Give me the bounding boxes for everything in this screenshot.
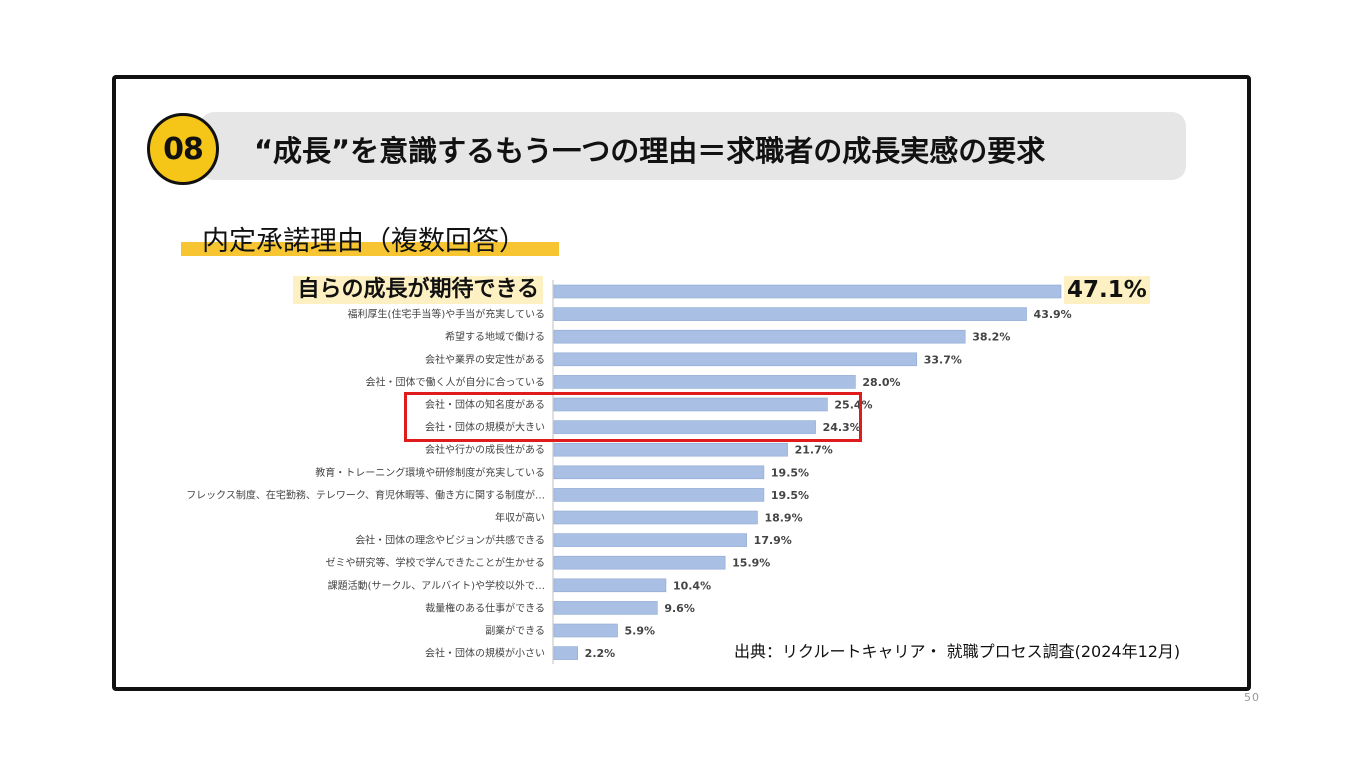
value-label: 5.9% bbox=[625, 625, 656, 638]
category-label: 会社・団体の規模が小さい bbox=[425, 647, 545, 660]
bar bbox=[553, 488, 765, 502]
category-label: 福利厚生(住宅手当等)や手当が充実している bbox=[347, 308, 545, 321]
value-label: 21.7% bbox=[795, 444, 833, 457]
category-label: 年収が高い bbox=[495, 511, 545, 524]
bar bbox=[553, 555, 726, 570]
category-label: 課題活動(サークル、アルバイト)や学校以外で… bbox=[328, 579, 545, 592]
value-label: 28.0% bbox=[862, 376, 900, 389]
category-label: 希望する地域で働ける bbox=[445, 330, 545, 343]
bar bbox=[553, 623, 618, 638]
category-label: 教育・トレーニング環境や研修制度が充実している bbox=[315, 466, 545, 479]
value-label: 43.9% bbox=[1034, 308, 1072, 321]
category-label: 副業ができる bbox=[485, 624, 545, 637]
bar bbox=[553, 442, 788, 457]
category-label: 裁量権のある仕事ができる bbox=[425, 601, 545, 614]
highlight-box bbox=[404, 392, 862, 442]
category-label: 会社・団体の理念やビジョンが共感できる bbox=[355, 534, 545, 547]
value-label: 19.5% bbox=[771, 489, 809, 502]
bar bbox=[553, 578, 667, 593]
value-label: 25.4% bbox=[834, 399, 872, 412]
category-label: 会社・団体で働く人が自分に合っている bbox=[366, 375, 546, 388]
value-label: 38.2% bbox=[972, 331, 1010, 344]
value-label: 2.2% bbox=[585, 647, 616, 660]
value-label: 19.5% bbox=[771, 466, 809, 479]
value-label: 18.9% bbox=[764, 512, 802, 525]
title-bar bbox=[200, 112, 1186, 180]
bar bbox=[553, 284, 1062, 299]
category-label: フレックス制度、在宅勤務、テレワーク、育児休暇等、働き方に関する制度が… bbox=[186, 488, 545, 501]
category-label: 会社・団体の知名度がある bbox=[425, 398, 545, 411]
bar bbox=[553, 601, 658, 615]
top-category-label: 自らの成長が期待できる bbox=[293, 276, 543, 304]
bar bbox=[553, 397, 828, 412]
bar bbox=[553, 375, 856, 389]
value-label: 10.4% bbox=[673, 579, 711, 592]
value-label: 9.6% bbox=[664, 602, 695, 615]
section-badge: 08 bbox=[147, 113, 219, 185]
bar bbox=[553, 646, 578, 660]
category-label: 会社・団体の規模が大きい bbox=[425, 421, 545, 434]
top-value-label: 47.1% bbox=[1064, 276, 1150, 304]
slide-title: “成長”を意識するもう一つの理由＝求職者の成長実感の要求 bbox=[254, 134, 1046, 168]
bar bbox=[553, 533, 747, 547]
bar bbox=[553, 420, 816, 434]
source-note: 出典：リクルートキャリア・ 就職プロセス調査(2024年12月) bbox=[734, 642, 1181, 661]
value-label: 15.9% bbox=[732, 557, 770, 570]
bar bbox=[553, 465, 765, 480]
chart-title: 内定承諾理由（複数回答） bbox=[202, 226, 526, 257]
category-label: 会社や業界の安定性がある bbox=[425, 353, 545, 366]
category-label: 会社や行かの成長性がある bbox=[425, 443, 545, 456]
bar bbox=[553, 307, 1027, 321]
category-label: ゼミや研究等、学校で学んできたことが生かせる bbox=[326, 556, 546, 569]
bar bbox=[553, 352, 918, 367]
value-label: 33.7% bbox=[924, 353, 962, 366]
subtitle-highlight bbox=[181, 242, 559, 256]
page-number: 50 bbox=[1244, 691, 1260, 704]
bar bbox=[553, 329, 966, 344]
value-label: 17.9% bbox=[754, 534, 792, 547]
bar bbox=[553, 510, 758, 525]
value-label: 24.3% bbox=[823, 421, 861, 434]
